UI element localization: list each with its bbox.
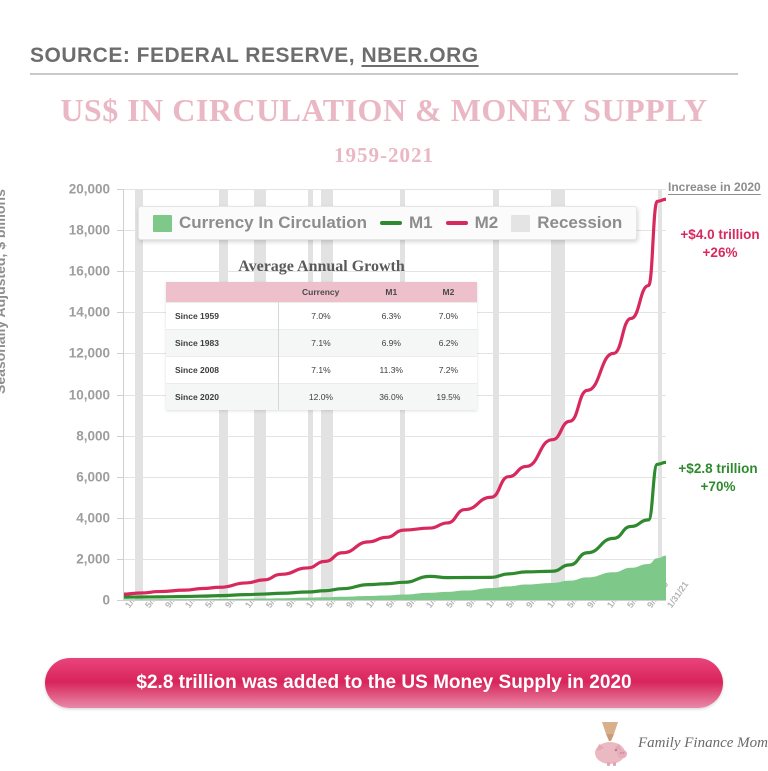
gridline [124, 189, 666, 190]
line-series-m1 [124, 460, 666, 599]
gridline [124, 271, 666, 273]
legend-item-m2[interactable]: M2 [445, 213, 499, 233]
table-cell-currency: 7.1% [278, 329, 363, 357]
table-row: Since 2008 7.1% 11.3% 7.2% [166, 356, 477, 384]
y-axis-tick-mark [117, 312, 123, 314]
table-cell-m1: 6.9% [362, 329, 420, 357]
y-axis-tick-mark [117, 353, 123, 355]
table-cell-m2: 19.5% [419, 383, 477, 410]
table-cell-label: Since 1983 [166, 329, 280, 357]
y-axis-tick-mark [117, 230, 123, 232]
growth-table-panel: Average Annual Growth Currency M1 M2 Sin… [166, 258, 477, 410]
brand-name: Family Finance Mom [638, 734, 768, 751]
summary-banner-text: $2.8 trillion was added to the US Money … [136, 672, 632, 693]
table-cell-currency: 7.1% [278, 356, 363, 384]
table-col-blank [166, 282, 279, 303]
y-axis-tick-mark [117, 517, 123, 519]
y-axis-tick-label: 12,000 [68, 345, 110, 361]
legend-item-recession[interactable]: Recession [511, 213, 622, 233]
series-plot [124, 197, 666, 600]
piggy-bank-icon [588, 720, 632, 766]
annotation-m2-value: +$4.0 trillion [680, 227, 760, 242]
y-axis-tick-mark [117, 476, 123, 478]
table-cell-m2: 6.2% [419, 329, 477, 357]
source-link[interactable]: NBER.ORG [361, 44, 479, 67]
table-cell-currency: 7.0% [278, 302, 363, 330]
gridline [124, 558, 666, 560]
source-divider [30, 73, 738, 75]
y-axis-tick-label: 4,000 [76, 510, 110, 526]
table-col-m2: M2 [419, 282, 477, 303]
annotation-m2: +$4.0 trillion +26% [672, 226, 768, 262]
legend-label-recession: Recession [537, 213, 623, 232]
table-cell-m2: 7.2% [419, 356, 477, 384]
growth-table-title: Average Annual Growth [238, 258, 405, 275]
line-swatch-icon-m1 [379, 221, 402, 225]
legend-label-currency: Currency In Circulation [179, 213, 367, 232]
source-line: SOURCE: FEDERAL RESERVE, NBER.ORG [30, 44, 738, 68]
box-swatch-icon [511, 214, 531, 232]
y-axis-tick-mark [117, 189, 123, 190]
table-cell-m1: 11.3% [362, 356, 420, 384]
legend-label-m1: M1 [408, 213, 433, 232]
y-axis-tick-label: 14,000 [68, 304, 110, 320]
gridline [124, 476, 666, 478]
y-axis-tick-mark [117, 271, 123, 273]
table-cell-label: Since 2020 [166, 383, 280, 410]
gridline [124, 517, 666, 519]
y-axis-tick-mark [117, 558, 123, 560]
area-series-currency [124, 555, 666, 600]
y-axis-tick-mark [117, 394, 123, 396]
line-swatch-icon-m2 [445, 221, 468, 225]
table-row: Since 1983 7.1% 6.9% 6.2% [166, 329, 477, 357]
table-row: Since 1959 7.0% 6.3% 7.0% [166, 302, 477, 330]
summary-banner: $2.8 trillion was added to the US Money … [45, 658, 723, 708]
y-axis-title: Seasonally Adjusted, $ billions [0, 189, 8, 394]
table-row: Since 2020 12.0% 36.0% 19.5% [166, 383, 477, 410]
y-axis-tick-label: 6,000 [76, 469, 110, 485]
y-axis-tick-label: 0 [102, 592, 110, 608]
line-series-m2 [124, 197, 666, 596]
annotation-increase-header: Increase in 2020 [668, 180, 761, 194]
legend-label-m2: M2 [474, 213, 499, 232]
table-cell-label: Since 1959 [166, 302, 280, 330]
gridline [124, 435, 666, 437]
page-subtitle: 1959-2021 [334, 143, 434, 167]
legend-item-currency[interactable]: Currency In Circulation [153, 213, 367, 233]
y-axis-tick-label: 10,000 [68, 387, 110, 402]
table-cell-m1: 36.0% [362, 383, 420, 410]
page-title: US$ IN CIRCULATION & MONEY SUPPLY [60, 92, 708, 128]
source-prefix: SOURCE: FEDERAL RESERVE, [30, 44, 362, 67]
table-cell-label: Since 2008 [166, 356, 280, 384]
y-axis-tick-label: 18,000 [68, 222, 110, 238]
table-col-currency: Currency [278, 282, 363, 303]
chart-legend: Currency In Circulation M1 M2 Recession [138, 206, 638, 240]
table-col-m1: M1 [362, 282, 420, 303]
growth-table: Currency M1 M2 Since 1959 7.0% 6.3% 7.0% Sin… [166, 282, 477, 410]
table-header-row: Currency M1 M2 [166, 282, 477, 303]
area-swatch-icon [153, 214, 172, 232]
table-cell-m2: 7.0% [419, 302, 477, 330]
y-axis-tick-label: 20,000 [68, 181, 110, 197]
legend-item-m1[interactable]: M1 [379, 213, 433, 233]
brand-logo: Family Finance Mom [588, 718, 768, 768]
annotation-m2-pct: +26% [702, 245, 738, 261]
y-axis-tick-label: 2,000 [76, 551, 110, 567]
y-axis-tick-mark [117, 600, 123, 601]
annotation-m1-value: +$2.8 trillion [678, 461, 758, 476]
y-axis-tick-label: 8,000 [76, 428, 110, 444]
annotation-m1-pct: +70% [700, 479, 736, 495]
table-cell-m1: 6.3% [362, 302, 420, 330]
y-axis-tick-mark [117, 435, 123, 437]
table-cell-currency: 12.0% [278, 383, 363, 410]
y-axis-tick-label: 16,000 [68, 263, 110, 279]
annotation-m1: +$2.8 trillion +70% [668, 460, 768, 496]
